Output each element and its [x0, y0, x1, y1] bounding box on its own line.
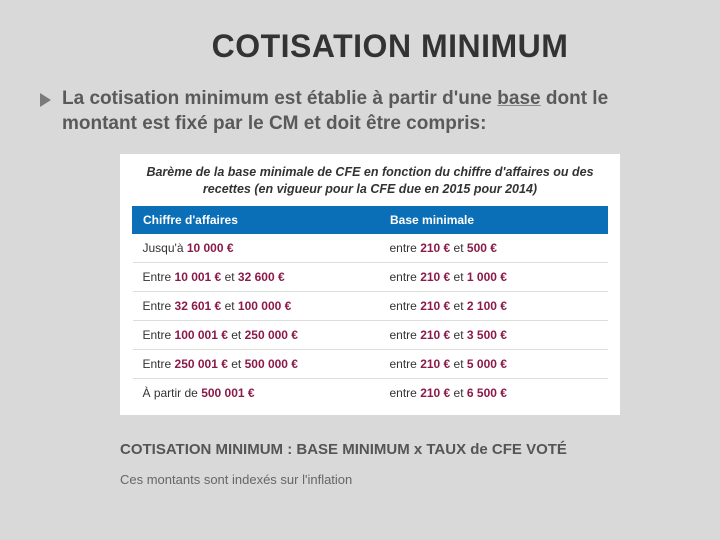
table-row: Entre 100 001 € et 250 000 €entre 210 € … [133, 321, 608, 350]
table-container: Barème de la base minimale de CFE en fon… [120, 154, 620, 415]
cell-base-minimale: entre 210 € et 500 € [380, 234, 608, 263]
cell-base-minimale: entre 210 € et 3 500 € [380, 321, 608, 350]
cell-chiffre-affaires: Entre 100 001 € et 250 000 € [133, 321, 380, 350]
page-title: COTISATION MINIMUM [100, 28, 680, 65]
table-row: À partir de 500 001 €entre 210 € et 6 50… [133, 379, 608, 408]
bareme-table: Chiffre d'affaires Base minimale Jusqu'à… [132, 206, 608, 407]
intro-text: La cotisation minimum est établie à part… [62, 87, 680, 136]
table-header-row: Chiffre d'affaires Base minimale [133, 207, 608, 234]
cell-chiffre-affaires: Entre 32 601 € et 100 000 € [133, 292, 380, 321]
cell-base-minimale: entre 210 € et 2 100 € [380, 292, 608, 321]
formula-text: COTISATION MINIMUM : BASE MINIMUM x TAUX… [120, 441, 680, 458]
slide: COTISATION MINIMUM La cotisation minimum… [0, 0, 720, 540]
cell-base-minimale: entre 210 € et 6 500 € [380, 379, 608, 408]
table-row: Jusqu'à 10 000 €entre 210 € et 500 € [133, 234, 608, 263]
cell-chiffre-affaires: Jusqu'à 10 000 € [133, 234, 380, 263]
cell-base-minimale: entre 210 € et 5 000 € [380, 350, 608, 379]
col-base-minimale: Base minimale [380, 207, 608, 234]
cell-chiffre-affaires: Entre 10 001 € et 32 600 € [133, 263, 380, 292]
intro-prefix: La cotisation minimum est établie à part… [62, 88, 497, 109]
table-row: Entre 10 001 € et 32 600 €entre 210 € et… [133, 263, 608, 292]
cell-chiffre-affaires: Entre 250 001 € et 500 000 € [133, 350, 380, 379]
inflation-note: Ces montants sont indexés sur l'inflatio… [120, 472, 680, 487]
cell-chiffre-affaires: À partir de 500 001 € [133, 379, 380, 408]
col-chiffre-affaires: Chiffre d'affaires [133, 207, 380, 234]
table-row: Entre 250 001 € et 500 000 €entre 210 € … [133, 350, 608, 379]
table-row: Entre 32 601 € et 100 000 €entre 210 € e… [133, 292, 608, 321]
triangle-bullet-icon [40, 93, 52, 107]
intro-underlined: base [497, 88, 540, 109]
table-body: Jusqu'à 10 000 €entre 210 € et 500 €Entr… [133, 234, 608, 408]
table-caption: Barème de la base minimale de CFE en fon… [132, 164, 608, 198]
cell-base-minimale: entre 210 € et 1 000 € [380, 263, 608, 292]
intro-row: La cotisation minimum est établie à part… [40, 87, 680, 136]
